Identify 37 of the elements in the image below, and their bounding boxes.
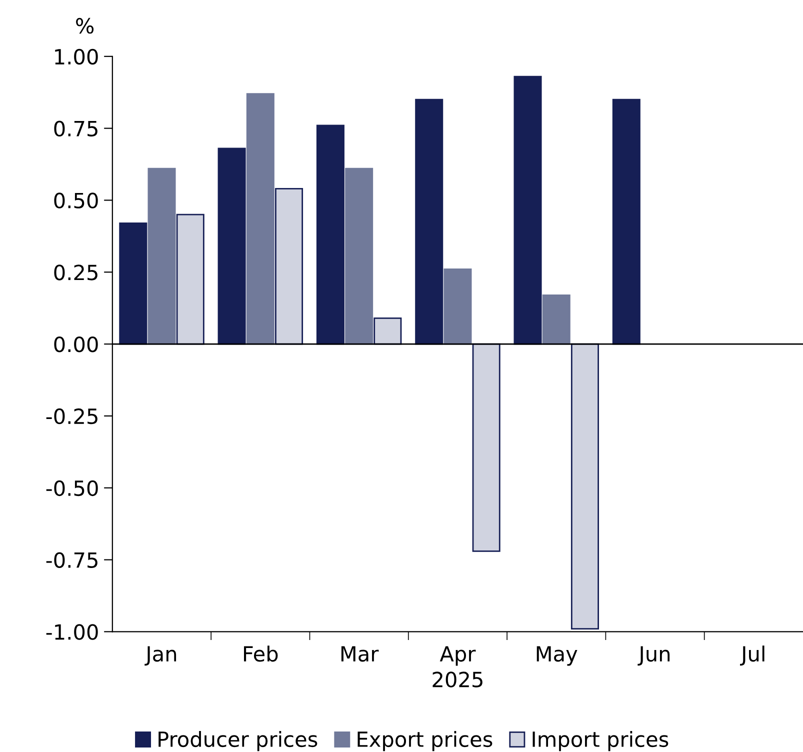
y-tick-label: 1.00 xyxy=(55,48,98,65)
x-tick-label: Jun xyxy=(638,646,670,666)
x-tick-label: Jan xyxy=(144,646,176,666)
x-tick-label: Jul xyxy=(740,646,764,666)
bar xyxy=(415,98,444,345)
y-tick-label: -1.00 xyxy=(46,624,98,640)
legend-label: Producer prices xyxy=(158,730,318,752)
legend-label: Import prices xyxy=(532,730,668,752)
x-tick-label: Mar xyxy=(341,646,379,662)
x-tick-label: May xyxy=(536,646,578,666)
bar xyxy=(176,214,204,345)
bar xyxy=(570,343,599,630)
y-tick-label: 0.75 xyxy=(54,120,98,137)
bar xyxy=(345,168,374,345)
bar xyxy=(316,124,344,345)
bar xyxy=(246,93,274,345)
bar xyxy=(472,343,500,552)
bar xyxy=(612,98,640,345)
y-tick-label: 0.25 xyxy=(54,264,98,280)
bar xyxy=(374,317,402,345)
bar xyxy=(542,294,570,345)
bar xyxy=(119,222,148,345)
y-tick-label: 0.00 xyxy=(54,336,98,352)
y-tick-label: -0.50 xyxy=(46,480,98,496)
bar xyxy=(275,188,304,345)
legend-label: Export prices xyxy=(358,730,492,752)
y-tick-label: -0.25 xyxy=(46,408,98,424)
x-tick-label: Apr xyxy=(440,646,476,666)
bar xyxy=(148,168,176,345)
y-tick-label: -0.75 xyxy=(46,552,98,568)
bar xyxy=(444,268,472,345)
bar xyxy=(514,76,542,345)
y-tick-label: 0.50 xyxy=(54,192,98,208)
x-axis-title: 2025 xyxy=(432,672,482,688)
y-axis-title: % xyxy=(76,18,94,34)
x-tick-label: Feb xyxy=(244,646,278,662)
bar xyxy=(218,148,246,345)
